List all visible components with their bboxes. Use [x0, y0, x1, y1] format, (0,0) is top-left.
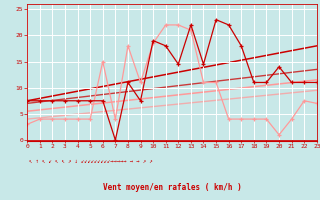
Text: ↖ ↑ ↖ ↙ ↖ ↖ ↗ ↓ ↙↙↙↙↙↙↙↙↙→→→→→ → → ↗ ↗: ↖ ↑ ↖ ↙ ↖ ↖ ↗ ↓ ↙↙↙↙↙↙↙↙↙→→→→→ → → ↗ ↗: [29, 158, 152, 164]
Text: Vent moyen/en rafales ( km/h ): Vent moyen/en rafales ( km/h ): [103, 184, 242, 192]
